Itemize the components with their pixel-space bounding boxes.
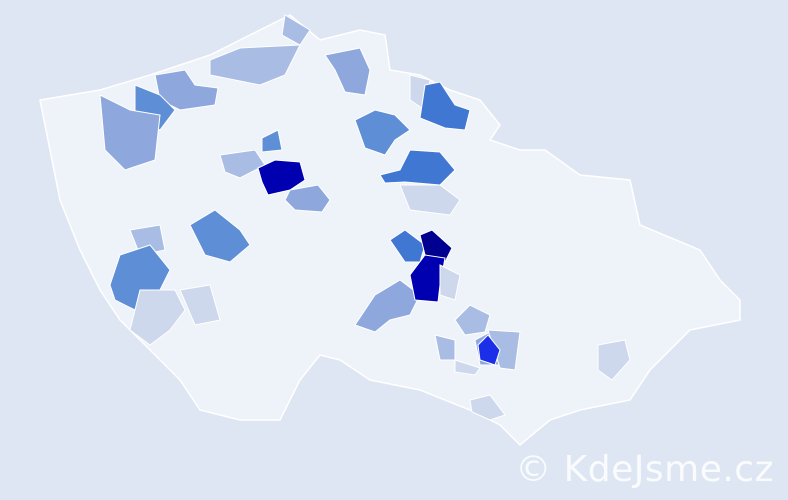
region-15 [189, 209, 251, 263]
region-30 [597, 339, 631, 381]
region-8 [354, 109, 411, 156]
region-4 [99, 94, 161, 171]
region-10 [399, 184, 461, 216]
region-32 [454, 359, 481, 376]
region-14 [284, 184, 331, 213]
region-31 [469, 394, 506, 421]
region-9 [379, 149, 456, 186]
region-22 [419, 229, 453, 263]
region-20 [354, 279, 421, 333]
watermark: © KdeJsme.cz [515, 449, 774, 490]
region-16 [129, 224, 166, 256]
region-5 [324, 47, 371, 96]
region-11 [219, 149, 266, 179]
region-25 [454, 304, 491, 336]
region-19 [179, 284, 221, 326]
region-18 [129, 289, 186, 346]
region-7 [419, 81, 471, 131]
region-24 [439, 264, 461, 301]
region-1 [209, 44, 301, 86]
region-12 [261, 129, 283, 153]
region-13 [257, 159, 306, 196]
region-21 [389, 229, 426, 263]
region-29 [477, 334, 501, 366]
country-outline [39, 14, 741, 447]
